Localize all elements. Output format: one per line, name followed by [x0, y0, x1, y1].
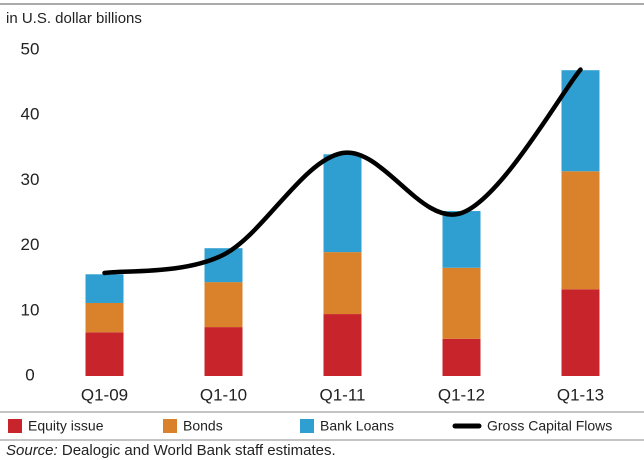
y-tick-label: 0 [25, 365, 34, 384]
x-tick-label: Q1-11 [320, 385, 366, 404]
bar-segment [85, 274, 124, 303]
bar-segment [85, 332, 124, 376]
bar-segment [85, 302, 124, 333]
x-tick-label: Q1-10 [200, 385, 247, 404]
legend-label: Bank Loans [320, 418, 394, 434]
y-tick-label: 10 [21, 300, 40, 319]
legend-swatch [163, 419, 177, 433]
legend-label: Bonds [183, 418, 223, 434]
y-tick-label: 50 [21, 39, 40, 58]
y-tick-label: 20 [21, 235, 40, 254]
legend-swatch [8, 419, 22, 433]
bar-segment [442, 211, 481, 268]
bar-segment [442, 338, 481, 376]
legend-label: Equity issue [28, 418, 104, 434]
bar-segment [323, 252, 362, 315]
legend-swatch [300, 419, 314, 433]
bar-segment [204, 327, 243, 376]
bar-segment [561, 171, 600, 290]
x-tick-label: Q1-13 [557, 385, 604, 404]
source-label: Source: [6, 442, 58, 459]
bar-segment [323, 314, 362, 376]
source: Source: Dealogic and World Bank staff es… [6, 442, 336, 459]
line [102, 67, 583, 276]
bar-segment [323, 154, 362, 253]
y-tick-label: 30 [21, 170, 40, 189]
chart-subtitle: in U.S. dollar billions [6, 10, 142, 27]
x-tick-label: Q1-09 [81, 385, 128, 404]
source-text: Dealogic and World Bank staff estimates. [62, 442, 336, 459]
y-tick-label: 40 [21, 105, 40, 124]
x-tick-label: Q1-12 [438, 385, 485, 404]
bar-segment [204, 282, 243, 328]
legend-label: Gross Capital Flows [487, 418, 612, 434]
bar-segment [561, 289, 600, 376]
bar-segment [442, 267, 481, 339]
